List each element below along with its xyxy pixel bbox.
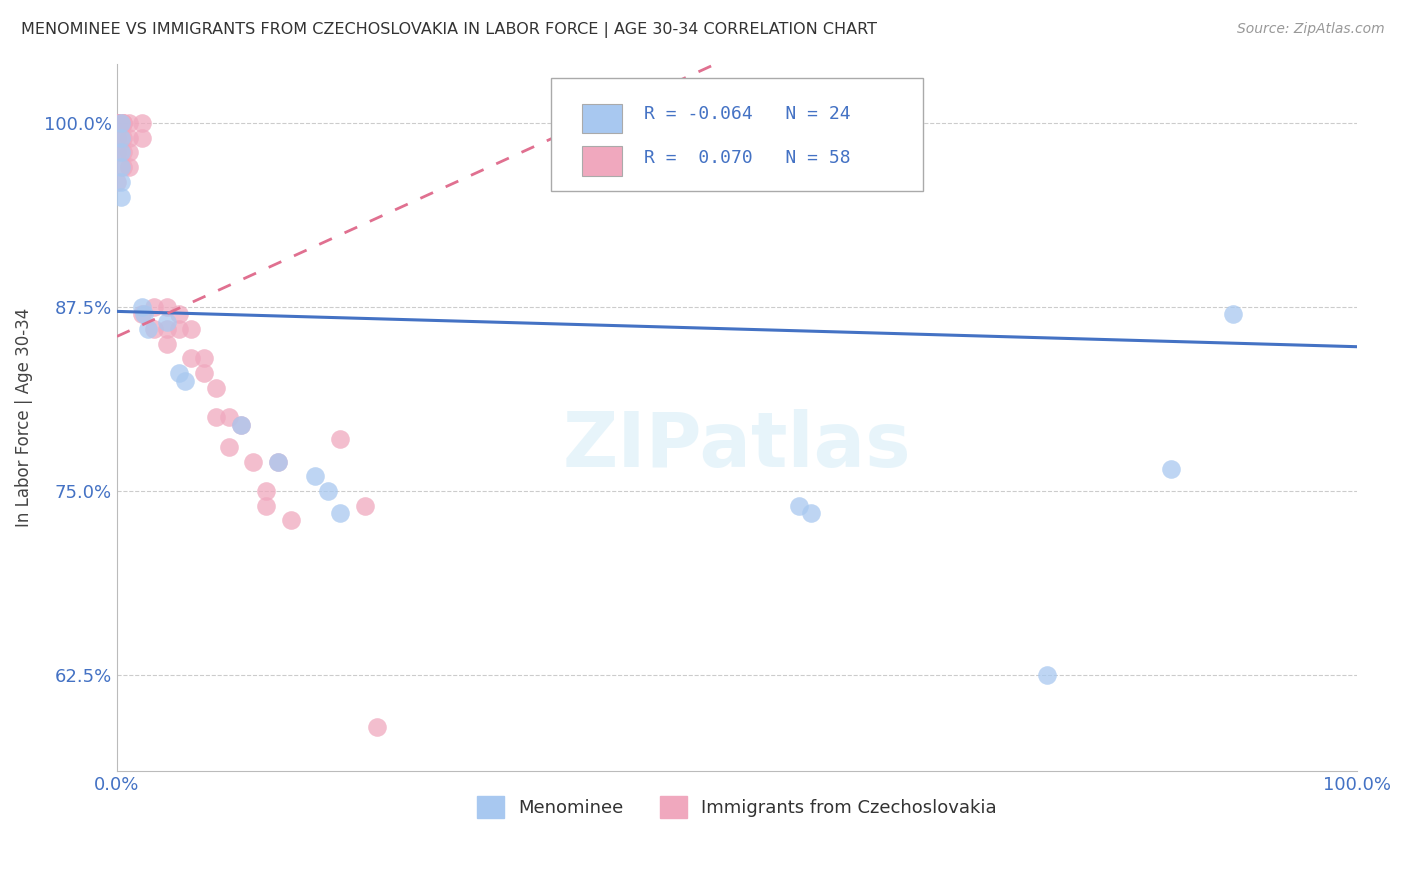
Point xyxy=(105,116,128,130)
Point xyxy=(143,300,166,314)
FancyBboxPatch shape xyxy=(551,78,922,191)
Point xyxy=(110,175,132,189)
Text: MENOMINEE VS IMMIGRANTS FROM CZECHOSLOVAKIA IN LABOR FORCE | AGE 30-34 CORRELATI: MENOMINEE VS IMMIGRANTS FROM CZECHOSLOVA… xyxy=(21,22,877,38)
Point xyxy=(110,145,132,160)
Point xyxy=(118,160,141,174)
Text: R =  0.070   N = 58: R = 0.070 N = 58 xyxy=(644,149,851,167)
Point xyxy=(131,300,153,314)
Point xyxy=(134,307,156,321)
Point xyxy=(131,307,153,321)
Point xyxy=(143,322,166,336)
Point xyxy=(366,719,388,733)
Point xyxy=(316,483,339,498)
Point xyxy=(105,116,128,130)
Point xyxy=(110,130,132,145)
Point xyxy=(193,351,215,366)
FancyBboxPatch shape xyxy=(582,103,621,133)
Point xyxy=(118,145,141,160)
Point xyxy=(112,116,135,130)
Point xyxy=(354,499,377,513)
Point xyxy=(105,116,128,130)
Point xyxy=(167,307,190,321)
Point xyxy=(180,322,202,336)
Point xyxy=(254,483,277,498)
Point xyxy=(167,322,190,336)
Point xyxy=(112,130,135,145)
Point xyxy=(304,469,326,483)
Point xyxy=(800,506,823,520)
Y-axis label: In Labor Force | Age 30-34: In Labor Force | Age 30-34 xyxy=(15,308,32,527)
Point xyxy=(110,189,132,203)
Point xyxy=(105,116,128,130)
Point xyxy=(329,433,352,447)
Text: Source: ZipAtlas.com: Source: ZipAtlas.com xyxy=(1237,22,1385,37)
Point xyxy=(1160,462,1182,476)
Point xyxy=(118,130,141,145)
Point xyxy=(155,300,177,314)
Point xyxy=(105,116,128,130)
Point xyxy=(112,145,135,160)
Legend: Menominee, Immigrants from Czechoslovakia: Menominee, Immigrants from Czechoslovaki… xyxy=(470,789,1004,825)
Text: ZIPatlas: ZIPatlas xyxy=(562,409,911,483)
Point xyxy=(118,116,141,130)
Point xyxy=(112,160,135,174)
Point xyxy=(254,499,277,513)
Point xyxy=(329,506,352,520)
Point xyxy=(105,116,128,130)
Point xyxy=(105,175,128,189)
Point xyxy=(267,454,290,468)
Point xyxy=(218,440,240,454)
Point xyxy=(229,417,252,432)
Point xyxy=(229,417,252,432)
Point xyxy=(205,381,228,395)
Point xyxy=(105,116,128,130)
Point xyxy=(1036,668,1059,682)
Point xyxy=(110,116,132,130)
Point xyxy=(131,130,153,145)
Point xyxy=(167,366,190,380)
Point xyxy=(136,322,159,336)
Point xyxy=(112,116,135,130)
Text: R = -0.064   N = 24: R = -0.064 N = 24 xyxy=(644,105,851,123)
Point xyxy=(180,351,202,366)
Point xyxy=(110,160,132,174)
Point xyxy=(105,145,128,160)
Point xyxy=(242,454,264,468)
Point xyxy=(105,130,128,145)
Point xyxy=(155,315,177,329)
Point xyxy=(112,116,135,130)
Point xyxy=(193,366,215,380)
Point xyxy=(105,116,128,130)
Point xyxy=(1222,307,1244,321)
Point xyxy=(155,336,177,351)
Point xyxy=(131,116,153,130)
Point xyxy=(787,499,810,513)
Point xyxy=(267,454,290,468)
Point xyxy=(280,513,302,527)
Point xyxy=(155,322,177,336)
Point xyxy=(218,410,240,425)
Point xyxy=(105,116,128,130)
Point xyxy=(205,410,228,425)
FancyBboxPatch shape xyxy=(582,146,621,176)
Point xyxy=(174,374,197,388)
